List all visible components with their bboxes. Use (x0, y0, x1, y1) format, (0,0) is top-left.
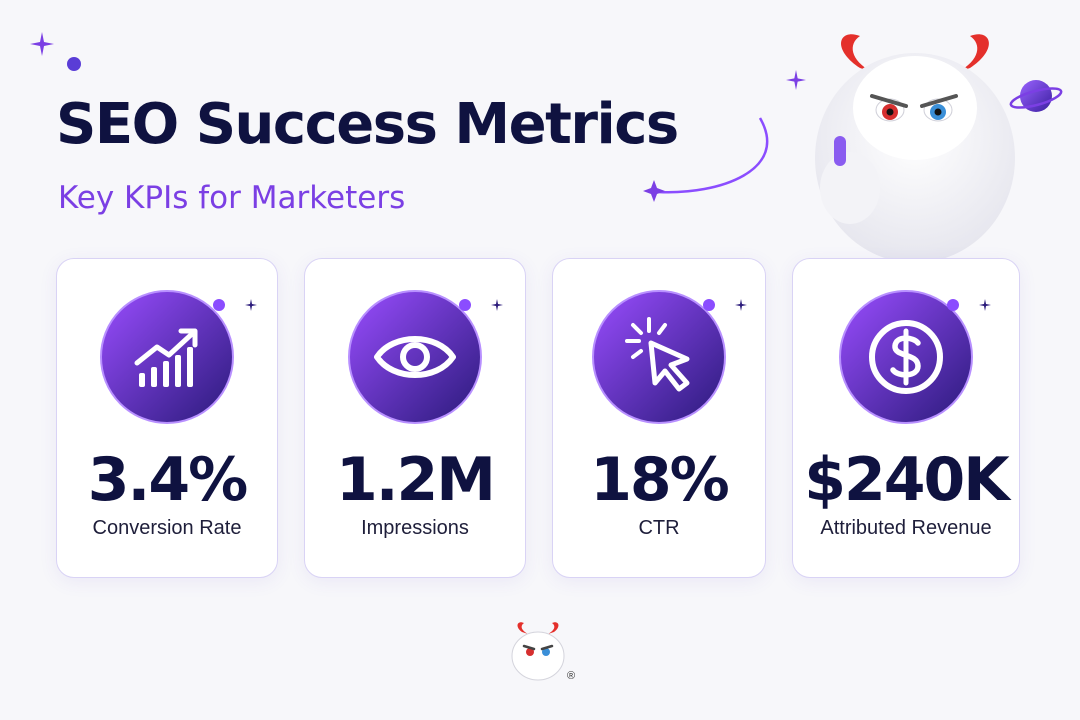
metric-label: Impressions (361, 517, 469, 539)
metric-card-conversion-rate: 3.4% Conversion Rate (56, 258, 278, 578)
metric-value: 3.4% (87, 445, 248, 515)
metric-card-ctr: 18% CTR (552, 258, 766, 578)
metric-value: $240K (804, 445, 1010, 515)
metric-label: Attributed Revenue (820, 517, 992, 539)
sparkle-icon (30, 32, 54, 56)
planet-icon (1009, 80, 1063, 112)
sparkle-icon (245, 299, 257, 311)
metric-value: 1.2M (336, 445, 496, 515)
metric-value: 18% (590, 445, 730, 515)
metric-label: Conversion Rate (92, 517, 242, 539)
mascot-logo (511, 622, 565, 681)
sparkle-icon (735, 299, 747, 311)
page-title: SEO Success Metrics (56, 92, 679, 157)
dot-icon (947, 299, 959, 311)
swoosh-line (643, 117, 769, 202)
dot-icon (703, 299, 715, 311)
sparkle-icon (786, 70, 806, 90)
sparkle-icon (491, 299, 503, 311)
eye-icon (348, 290, 482, 424)
cursor-click-icon (592, 290, 726, 424)
registered-mark: ® (567, 670, 576, 682)
metric-label: CTR (638, 517, 680, 539)
dollar-coin-icon (839, 290, 973, 424)
mascot-illustration (815, 34, 1015, 260)
page-subtitle: Key KPIs for Marketers (58, 180, 406, 216)
metric-card-impressions: 1.2M Impressions (304, 258, 526, 578)
dot-icon (213, 299, 225, 311)
trending-chart-icon (100, 290, 234, 424)
metric-card-attributed-revenue: $240K Attributed Revenue (792, 258, 1020, 578)
dot-icon (459, 299, 471, 311)
sparkle-icon (979, 299, 991, 311)
dot-icon (67, 57, 81, 71)
